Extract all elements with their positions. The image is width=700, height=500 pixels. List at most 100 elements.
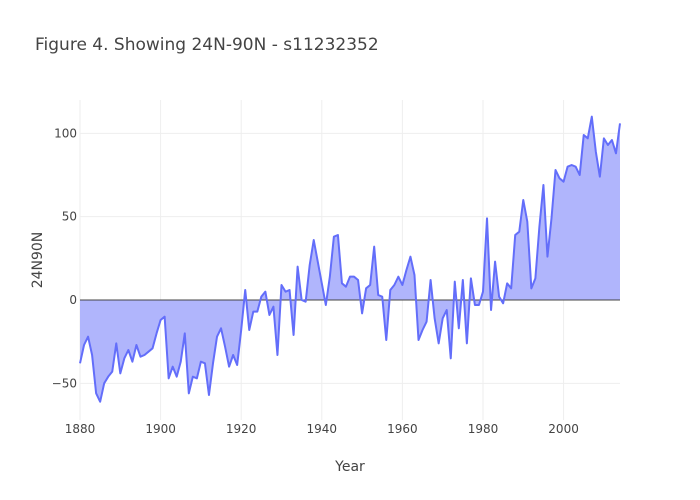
data-point (380, 295, 384, 299)
data-point (243, 288, 247, 292)
series-line (79, 115, 621, 403)
data-point (78, 361, 82, 365)
data-point (356, 278, 360, 282)
data-point (360, 311, 364, 315)
data-point (296, 265, 300, 269)
data-point (521, 198, 525, 202)
data-point (147, 350, 151, 354)
data-point (388, 288, 392, 292)
data-point (138, 355, 142, 359)
data-point (223, 345, 227, 349)
data-point (167, 376, 171, 380)
data-point (106, 375, 110, 379)
data-point (497, 295, 501, 299)
data-point (267, 313, 271, 317)
data-point (163, 315, 167, 319)
data-point (445, 308, 449, 312)
data-point (199, 360, 203, 364)
data-point (372, 245, 376, 249)
data-point (505, 281, 509, 285)
data-point (98, 400, 102, 404)
data-point (441, 316, 445, 320)
data-point (566, 165, 570, 169)
data-point (171, 365, 175, 369)
data-point (155, 331, 159, 335)
data-point (102, 381, 106, 385)
data-point (574, 165, 578, 169)
data-point (203, 361, 207, 365)
gridlines (79, 100, 620, 420)
data-point (618, 121, 622, 125)
data-point (392, 283, 396, 287)
y-axis-title: 24N90N (30, 232, 46, 289)
data-point (509, 286, 513, 290)
data-point (259, 295, 263, 299)
data-point (364, 286, 368, 290)
x-tick-label: 1900 (145, 422, 176, 436)
data-point (183, 331, 187, 335)
data-point (541, 183, 545, 187)
data-point (195, 376, 199, 380)
data-point (219, 326, 223, 330)
data-point (578, 173, 582, 177)
data-point (517, 230, 521, 234)
chart-title: Figure 4. Showing 24N-90N - s11232352 (35, 35, 379, 55)
y-tick-label: 50 (62, 210, 77, 224)
data-point (421, 328, 425, 332)
data-point (263, 290, 267, 294)
data-point (332, 235, 336, 239)
data-point (292, 333, 296, 337)
data-point (328, 275, 332, 279)
data-point (570, 163, 574, 167)
data-point (529, 286, 533, 290)
y-tick-labels: −50 0 50 100 (52, 126, 77, 390)
data-point (404, 268, 408, 272)
data-point (513, 233, 517, 237)
data-point (151, 346, 155, 350)
data-point (562, 180, 566, 184)
x-tick-label: 1960 (387, 422, 418, 436)
data-point (493, 260, 497, 264)
data-point (582, 133, 586, 137)
data-point (376, 293, 380, 297)
data-point (537, 225, 541, 229)
y-tick-label: 100 (54, 126, 77, 140)
data-point (525, 220, 529, 224)
data-point (207, 393, 211, 397)
data-point (457, 326, 461, 330)
data-point (187, 391, 191, 395)
data-point (348, 275, 352, 279)
area-series (80, 116, 620, 402)
data-point (279, 283, 283, 287)
data-point (90, 353, 94, 357)
data-point (324, 303, 328, 307)
data-point (191, 375, 195, 379)
x-tick-label: 1940 (307, 422, 338, 436)
data-point (489, 308, 493, 312)
x-tick-label: 1880 (65, 422, 96, 436)
data-point (114, 341, 118, 345)
data-point (86, 335, 90, 339)
data-point (300, 298, 304, 302)
data-point (284, 290, 288, 294)
data-point (344, 285, 348, 289)
data-point (429, 278, 433, 282)
x-tick-label: 2000 (548, 422, 579, 436)
data-point (449, 356, 453, 360)
data-point (412, 273, 416, 277)
data-point (554, 168, 558, 172)
data-point (594, 150, 598, 154)
data-point (134, 343, 138, 347)
data-point (481, 290, 485, 294)
data-point (122, 356, 126, 360)
data-point (316, 260, 320, 264)
data-point (231, 353, 235, 357)
data-point (308, 263, 312, 267)
data-point (437, 341, 441, 345)
x-axis-title: Year (334, 459, 365, 475)
x-tick-labels: 1880 1900 1920 1940 1960 1980 2000 (65, 422, 579, 436)
data-point (408, 255, 412, 259)
data-point (598, 175, 602, 179)
data-point (533, 276, 537, 280)
data-point (142, 353, 146, 357)
